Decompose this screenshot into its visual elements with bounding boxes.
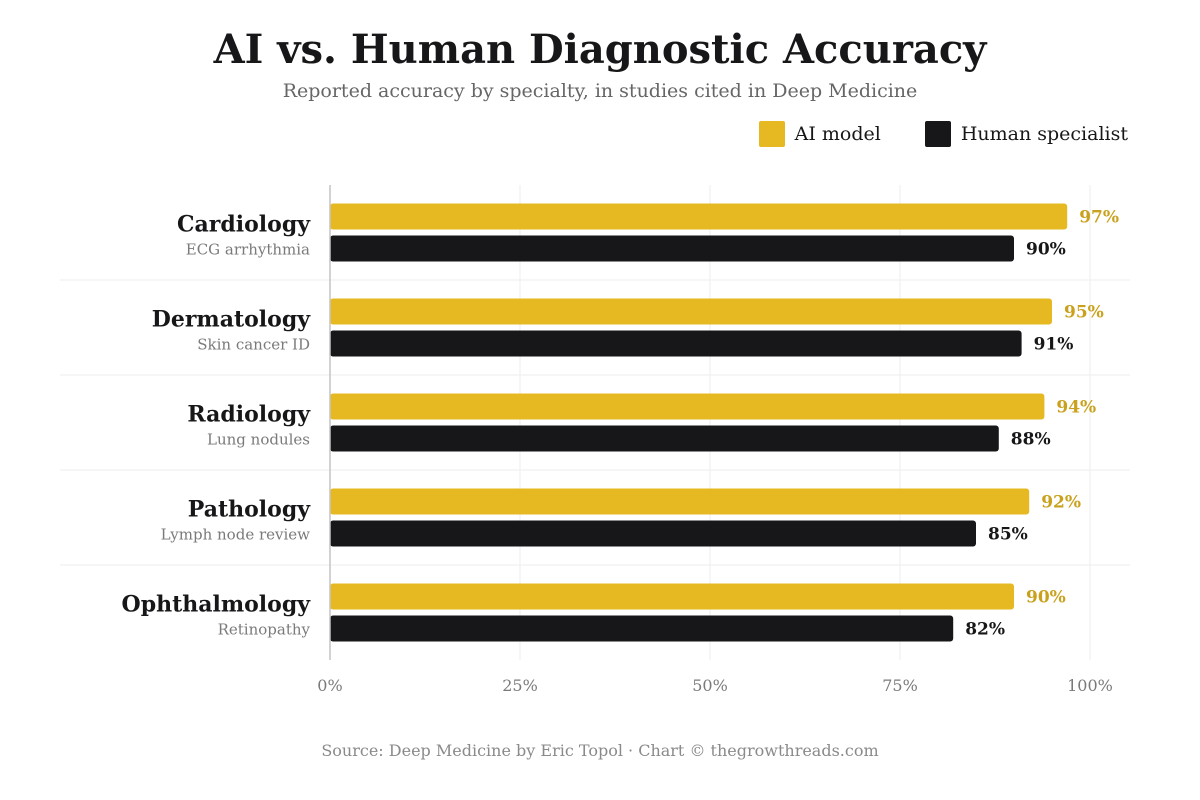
chart-subtitle: Reported accuracy by specialty, in studi…	[282, 80, 918, 102]
human-bar-0	[330, 235, 1014, 262]
x-tick-label-4: 100%	[1067, 676, 1113, 695]
ai-bar-1	[330, 298, 1052, 325]
category-sublabel-4: Retinopathy	[218, 621, 311, 639]
ai-value-label-1: 95%	[1064, 303, 1104, 323]
x-tick-label-1: 25%	[502, 676, 538, 695]
legend-item-ai: AI model	[758, 121, 881, 147]
category-sublabel-1: Skin cancer ID	[197, 336, 310, 354]
ai-value-label-2: 94%	[1056, 398, 1096, 418]
legend-label-ai: AI model	[794, 123, 881, 145]
x-tick-label-3: 75%	[882, 676, 918, 695]
human-bar-1	[330, 330, 1022, 357]
legend-label-human: Human specialist	[960, 123, 1128, 145]
human-value-label-1: 91%	[1034, 335, 1074, 355]
ai-value-label-4: 90%	[1026, 588, 1066, 608]
source-note: Source: Deep Medicine by Eric Topol · Ch…	[321, 741, 879, 760]
human-bar-2	[330, 425, 999, 452]
category-sublabel-3: Lymph node review	[161, 526, 311, 544]
category-label-4: Ophthalmology	[122, 592, 312, 618]
ai-bar-0	[330, 203, 1068, 230]
human-value-label-2: 88%	[1011, 430, 1051, 450]
ai-bar-4	[330, 583, 1014, 610]
legend-swatch-ai	[758, 121, 785, 147]
legend-swatch-human	[924, 121, 951, 147]
x-tick-label-0: 0%	[317, 676, 342, 695]
chart-title: AI vs. Human Diagnostic Accuracy	[213, 26, 987, 73]
category-label-1: Dermatology	[152, 307, 311, 333]
human-bar-4	[330, 615, 954, 642]
category-label-0: Cardiology	[177, 212, 311, 238]
legend-item-human: Human specialist	[924, 121, 1128, 147]
x-tick-label-2: 50%	[692, 676, 728, 695]
category-label-2: Radiology	[187, 402, 311, 428]
ai-value-label-0: 97%	[1079, 208, 1119, 228]
category-sublabel-0: ECG arrhythmia	[186, 241, 310, 259]
category-sublabel-2: Lung nodules	[207, 431, 310, 449]
human-bar-3	[330, 520, 976, 547]
ai-bar-2	[330, 393, 1045, 420]
human-value-label-4: 82%	[965, 620, 1005, 640]
ai-value-label-3: 92%	[1041, 493, 1081, 513]
human-value-label-3: 85%	[988, 525, 1028, 545]
legend: AI model Human specialist	[715, 121, 1128, 147]
category-label-3: Pathology	[188, 497, 311, 523]
ai-bar-3	[330, 488, 1030, 515]
human-value-label-0: 90%	[1026, 240, 1066, 260]
